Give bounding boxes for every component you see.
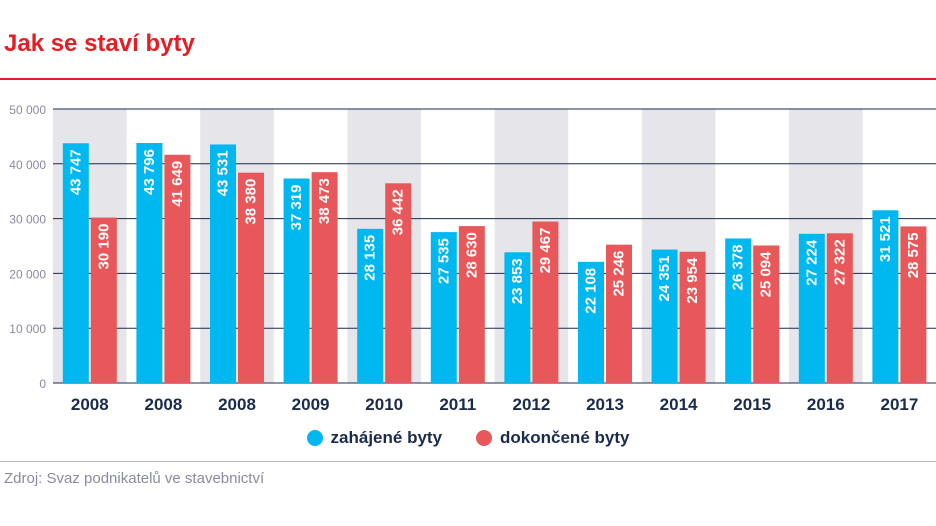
data-label: 26 378	[730, 244, 747, 290]
data-label: 22 108	[583, 268, 600, 314]
data-label: 27 224	[803, 239, 820, 286]
bar-started	[210, 144, 236, 383]
data-label: 24 351	[656, 256, 673, 302]
y-tick-label: 50 000	[9, 103, 46, 117]
bar-completed	[679, 251, 706, 383]
data-label: 27 322	[831, 239, 848, 285]
x-tick-label: 2016	[807, 395, 845, 414]
title-rule	[0, 78, 936, 80]
data-label: 27 535	[435, 238, 452, 284]
y-tick-label: 30 000	[9, 213, 46, 227]
bar-started	[62, 143, 89, 383]
x-tick-label: 2009	[292, 395, 330, 414]
source-note: Zdroj: Svaz podnikatelů ve stavebnictví	[4, 470, 265, 487]
data-label: 30 190	[95, 224, 112, 270]
bar-completed	[826, 233, 853, 383]
x-tick-label: 2010	[365, 395, 403, 414]
chart-title: Jak se staví byty	[4, 30, 195, 57]
y-tick-label: 10 000	[9, 322, 46, 336]
bar-completed	[385, 183, 412, 383]
x-tick-label: 2011	[439, 395, 476, 414]
bar-started	[357, 228, 384, 383]
x-tick-label: 2008	[144, 395, 182, 414]
data-label: 28 630	[463, 232, 480, 278]
bar-completed	[532, 221, 559, 383]
data-label: 43 796	[141, 149, 158, 195]
bar-started	[283, 178, 310, 383]
x-tick-label: 2015	[733, 395, 771, 414]
bar-completed	[164, 154, 191, 383]
bar-chart: 0 10 000 20 000 30 000 40 000 50 000 43 747 30 …	[9, 103, 936, 414]
bar-started	[798, 233, 825, 383]
data-label: 36 442	[390, 189, 407, 235]
bar-completed	[238, 172, 264, 383]
data-label: 29 467	[537, 228, 554, 274]
bar-completed	[458, 226, 485, 383]
data-label: 23 954	[684, 257, 701, 304]
data-label: 37 319	[288, 184, 305, 230]
footer-rule	[0, 461, 936, 462]
bar-started	[430, 232, 457, 383]
x-tick-label: 2008	[71, 395, 109, 414]
data-label: 43 747	[67, 149, 84, 195]
x-tick-label: 2017	[880, 395, 918, 414]
y-tick-label: 0	[39, 377, 46, 391]
x-tick-label: 2012	[512, 395, 550, 414]
data-label: 28 135	[362, 235, 379, 281]
y-tick-label: 20 000	[9, 267, 46, 281]
bar-completed	[311, 172, 338, 383]
legend-label-completed: dokončené byty	[500, 428, 630, 447]
x-tick-label: 2014	[660, 395, 698, 414]
legend-item-started: zahájené byty	[306, 428, 443, 448]
legend-label-started: zahájené byty	[330, 428, 443, 447]
data-label: 38 380	[243, 179, 260, 225]
bar-completed	[90, 217, 117, 383]
bar-started	[578, 261, 604, 383]
bar-started	[872, 210, 899, 383]
bar-started	[504, 252, 531, 383]
data-label: 23 853	[509, 258, 526, 304]
legend-item-completed: dokončené byty	[476, 428, 629, 448]
data-label: 38 473	[316, 178, 333, 224]
data-label: 31 521	[877, 216, 894, 262]
y-tick-label: 40 000	[9, 158, 46, 172]
data-label: 25 094	[758, 251, 775, 298]
data-label: 28 575	[905, 232, 922, 278]
x-tick-label: 2013	[586, 395, 624, 414]
bar-started	[725, 238, 752, 383]
x-tick-label: 2008	[218, 395, 256, 414]
bar-started	[136, 142, 163, 383]
bar-completed	[753, 245, 780, 383]
legend: zahájené byty dokončené byty	[0, 428, 936, 448]
legend-swatch-started	[306, 430, 323, 446]
bar-started	[651, 249, 678, 383]
legend-swatch-completed	[476, 430, 493, 446]
data-label: 41 649	[169, 161, 186, 207]
bar-completed	[606, 244, 632, 383]
data-label: 25 246	[611, 251, 628, 297]
bar-completed	[900, 226, 927, 383]
data-label: 43 531	[215, 150, 232, 196]
